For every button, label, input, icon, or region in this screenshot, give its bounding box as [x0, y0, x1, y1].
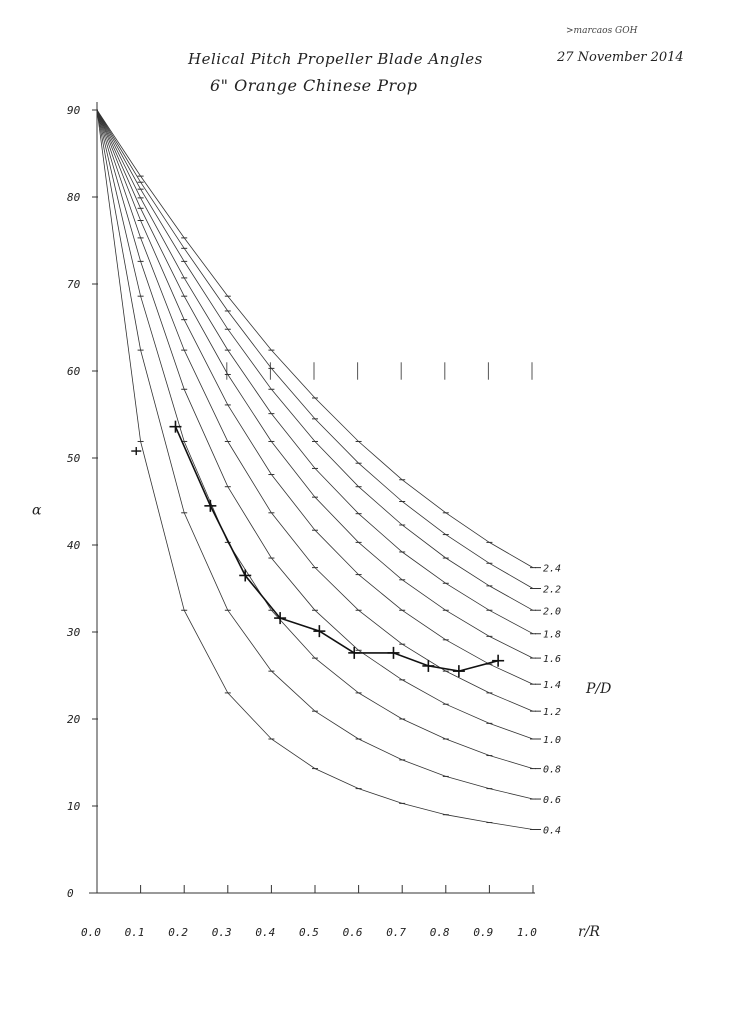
x-axis-label: r/R — [578, 924, 600, 940]
y-tick-label: 60 — [67, 365, 81, 378]
measured-point — [313, 625, 326, 638]
x-tick-label: 0.4 — [255, 926, 275, 939]
pd-curve-line — [96, 109, 534, 685]
pd-curve-line — [96, 109, 534, 712]
pd-curve-label: 1.6 — [543, 654, 561, 665]
y-tick-label: 80 — [67, 191, 81, 204]
measured-point — [348, 646, 361, 659]
pd-curve-line — [96, 109, 534, 611]
measured-point — [169, 420, 182, 433]
y-tick-label: 70 — [67, 278, 81, 291]
pd-curve-group: 0.4 0.6 0.8 1.0 1.2 1.4 1.6 1.8 2.0 2.2 2.4 — [96, 109, 561, 836]
y-tick-label: 40 — [67, 539, 81, 552]
x-tick-label: 0.1 — [125, 926, 145, 939]
x-tick-label: 0.7 — [386, 926, 406, 939]
measured-point — [492, 654, 505, 667]
legend-title: P/D — [585, 681, 611, 697]
chart-title: Helical Pitch Propeller Blade Angles — [188, 50, 483, 68]
x-tick-label: 0.6 — [343, 926, 363, 939]
pd-curve-line — [96, 109, 534, 769]
x-tick-label: 0.5 — [299, 926, 319, 939]
measured-line — [174, 426, 499, 672]
pd-curve-label: 1.8 — [543, 630, 561, 641]
pd-curve-line — [96, 109, 534, 800]
pd-curve-label: 0.6 — [543, 795, 561, 806]
pd-curve-label: 1.2 — [543, 707, 561, 718]
y-tick-label: 90 — [67, 104, 81, 117]
pd-curve-line — [96, 109, 534, 659]
pd-curve-line — [96, 109, 534, 635]
measured-point — [422, 659, 435, 672]
x-tick-label: 0.3 — [212, 926, 232, 939]
chart-subtitle: 6" Orange Chinese Prop — [210, 76, 418, 95]
y-tick-label: 20 — [67, 713, 81, 726]
y-tick-label: 10 — [67, 800, 81, 813]
measured-point — [204, 499, 217, 512]
measured-point — [239, 569, 252, 582]
x-tick-label: 0.8 — [430, 926, 450, 939]
measured-series — [131, 420, 505, 678]
pd-curve-line — [96, 109, 534, 568]
pd-curve-line — [96, 109, 534, 740]
pd-curve-label: 2.2 — [543, 585, 561, 596]
pd-curve-label: 1.4 — [543, 680, 561, 691]
pd-curve-label: 2.0 — [543, 606, 561, 617]
x-tick-label: 1.0 — [517, 926, 537, 939]
measured-point — [452, 665, 465, 678]
x-tick-label: 0.2 — [168, 926, 188, 939]
y-axis-label: α — [32, 503, 42, 519]
x-tick-label: 0.0 — [81, 926, 101, 939]
author-signature: >marcaos GOH — [566, 26, 638, 36]
y-tick-label: 50 — [67, 452, 81, 465]
pd-curve-line — [96, 109, 534, 830]
pd-curve-label: 1.0 — [543, 735, 561, 746]
measured-point — [387, 646, 400, 659]
pd-curve-label: 0.8 — [543, 765, 561, 776]
y-tick-label: 30 — [66, 626, 81, 639]
pd-curve-line — [96, 109, 534, 589]
y-tick-label: 0 — [67, 887, 74, 900]
x-tick-label: 0.9 — [473, 926, 493, 939]
measured-point — [274, 612, 287, 625]
pd-curve-label: 2.4 — [543, 564, 561, 575]
stray-point — [131, 447, 142, 456]
chart-date: 27 November 2014 — [557, 50, 684, 65]
pd-curve-label: 0.4 — [543, 825, 561, 836]
chart-axes — [89, 102, 535, 894]
axis-labels: 0 10 20 30 40 50 60 70 80 90 0.0 0.1 0.2 0.3 0.4 0.5 0.6… — [32, 104, 611, 940]
